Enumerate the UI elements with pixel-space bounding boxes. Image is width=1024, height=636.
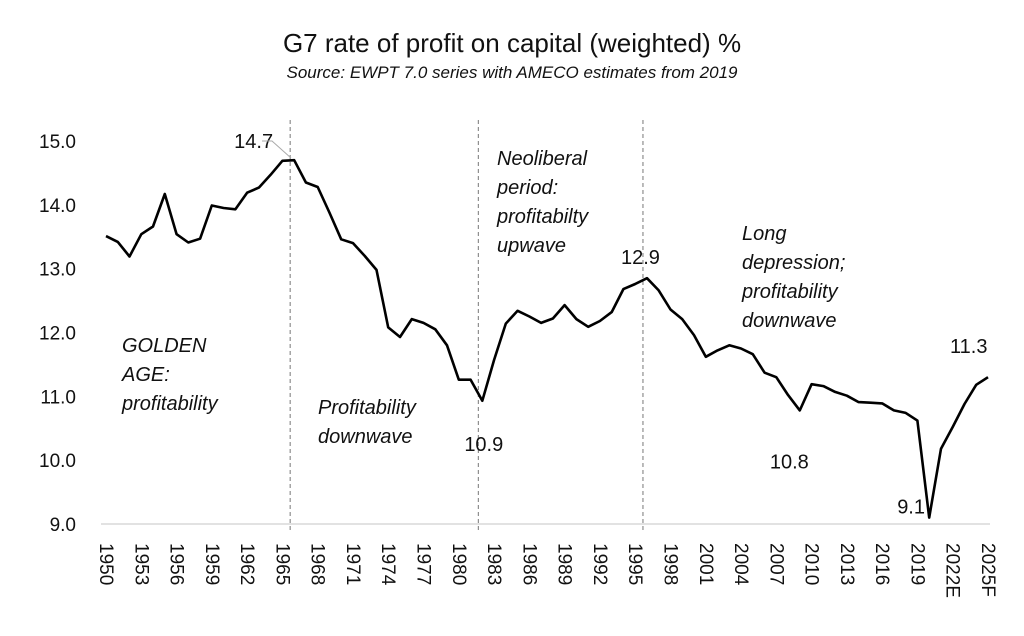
annotation-text: Neoliberal [497,148,588,170]
series-line [105,158,989,519]
x-tick-label: 1974 [377,543,398,586]
x-tick-label: 2004 [730,543,751,586]
y-tick-label: 12.0 [39,324,76,345]
x-tick-label: 1956 [166,543,187,585]
y-tick-label: 11.0 [40,387,76,408]
x-axis: 1950 1953 1956 1959 1962 1965 1968 1971 1974 1977… [95,543,998,598]
annotation-text: downwave [318,426,413,448]
x-tick-label: 1965 [271,543,292,585]
annotation-text: downwave [742,310,837,332]
annotation-text: profitability [121,393,219,415]
annotation-text: period: [496,177,558,199]
x-tick-label: 1998 [659,543,680,585]
period-dividers [289,120,644,530]
annotation-text: profitability [741,281,839,303]
annotations: GOLDEN AGE: profitability Profitability down… [121,148,845,448]
x-tick-label: 1995 [624,543,645,585]
leader-line [262,140,292,159]
data-label: 9.1 [897,497,925,519]
x-tick-label: 1953 [130,543,151,585]
y-axis: 15.0 14.0 13.0 12.0 11.0 10.0 9.0 [39,132,76,536]
annotation-text: GOLDEN [122,335,207,357]
annotation-text: depression; [742,252,845,274]
x-tick-label: 1977 [413,543,434,585]
x-tick-label: 1992 [589,543,610,585]
y-tick-label: 14.0 [39,196,76,217]
x-tick-label: 2025F [977,543,998,597]
x-tick-label: 1971 [342,543,363,585]
x-tick-label: 2001 [695,543,716,585]
y-tick-label: 10.0 [39,451,76,472]
data-label: 10.8 [770,451,809,473]
annotation-text: profitabilty [496,206,589,228]
x-tick-label: 1986 [518,543,539,585]
annotation-text: Profitability [318,397,417,419]
data-label: 14.7 [234,131,273,153]
data-labels: 14.7 10.9 12.9 10.8 9.1 11.3 [234,131,987,518]
x-tick-label: 1980 [448,543,469,585]
annotation-text: upwave [497,235,566,257]
y-tick-label: 9.0 [50,515,76,536]
x-tick-label: 1959 [201,543,222,585]
data-label: 11.3 [950,336,987,358]
annotation-text: AGE: [121,364,170,386]
x-tick-label: 2007 [765,543,786,585]
y-tick-label: 15.0 [39,132,76,153]
chart-subtitle: Source: EWPT 7.0 series with AMECO estim… [287,63,739,82]
x-tick-label: 1989 [554,543,575,585]
x-tick-label: 2022E [942,543,963,598]
annotation-text: Long [742,223,787,245]
x-tick-label: 1983 [483,543,504,585]
chart-title: G7 rate of profit on capital (weighted) … [283,28,741,58]
x-tick-label: 2013 [836,543,857,585]
data-label: 10.9 [464,434,503,456]
x-tick-label: 1962 [236,543,257,585]
data-label: 12.9 [621,247,660,269]
x-tick-label: 2010 [801,543,822,585]
x-tick-label: 2019 [906,543,927,585]
x-tick-label: 1968 [307,543,328,585]
x-tick-label: 2016 [871,543,892,585]
x-tick-label: 1950 [95,543,116,585]
y-tick-label: 13.0 [39,260,76,281]
